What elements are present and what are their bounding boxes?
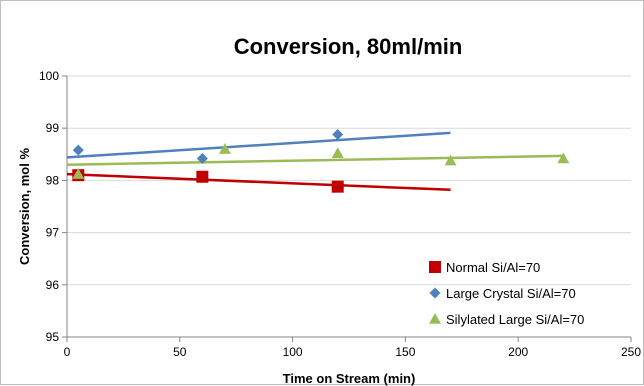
legend-marker-square [429,261,441,273]
legend-label-square: Normal Si/Al=70 [446,260,540,275]
x-tick-label-150: 150 [395,345,415,359]
trendline-triangle [66,154,564,166]
y-tick-label-96: 96 [46,278,60,292]
data-point-triangle-3 [444,154,457,166]
x-axis-title: Time on Stream (min) [283,371,416,386]
data-point-diamond-1 [196,152,208,164]
y-tick-label-100: 100 [39,69,59,83]
data-point-square-1 [196,170,209,183]
legend-label-triangle: Silylated Large Si/Al=70 [446,312,584,327]
x-tick-label-100: 100 [283,345,303,359]
legend-marker-triangle [429,313,441,324]
y-tick-label-98: 98 [46,173,60,187]
trendline-square [66,172,451,192]
data-point-square-2 [331,180,344,193]
legend: Normal Si/Al=70 Large Crystal Si/Al=70 Sil… [429,260,584,327]
data-point-triangle-1 [218,143,231,154]
x-tick-label-250: 250 [621,345,641,359]
data-point-triangle-2 [331,147,344,159]
y-tick-label-95: 95 [46,330,60,344]
data-point-triangle-0 [72,168,85,179]
data-point-diamond-2 [332,128,344,140]
data-point-triangle-4 [557,152,570,164]
x-tick-label-50: 50 [173,345,187,359]
y-tick-label-97: 97 [46,226,60,240]
y-tick-label-99: 99 [46,121,60,135]
legend-label-diamond: Large Crystal Si/Al=70 [446,286,576,301]
legend-marker-diamond [429,287,441,299]
chart-title: Conversion, 80ml/min [234,34,463,59]
data-point-diamond-0 [72,144,84,156]
x-tick-label-0: 0 [64,345,71,359]
axes: 95 96 97 98 99 100 0 50 100 150 200 250 [39,69,641,359]
data-markers [72,128,570,193]
y-axis-title: Conversion, mol % [17,148,32,265]
trendlines [66,131,564,192]
trendline-diamond [66,131,451,159]
x-tick-label-200: 200 [508,345,528,359]
